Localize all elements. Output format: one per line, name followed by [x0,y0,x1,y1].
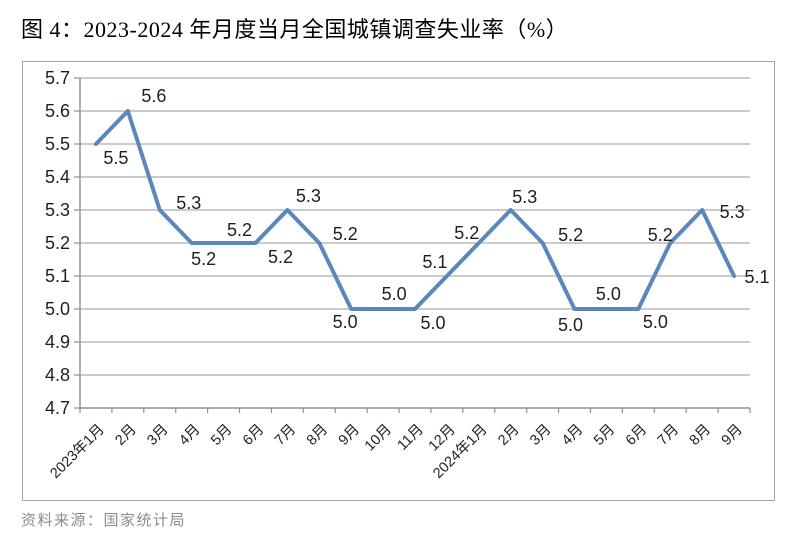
data-label: 5.1 [422,252,447,272]
x-axis-label: 5月 [591,422,618,449]
x-axis-label: 7月 [272,422,299,449]
data-label: 5.1 [745,267,770,287]
data-label: 5.0 [382,284,407,304]
y-axis-tick-label: 5.1 [45,266,70,286]
source-note: 资料来源：国家统计局 [21,513,187,529]
y-axis-tick-label: 4.8 [45,365,70,385]
unemployment-line-chart: 5.7 5.6 5.5 5.4 5.3 5.2 5.1 5.0 4.9 4.8 4.7 2023年1月… [45,68,770,482]
data-label: 5.3 [296,186,321,206]
x-axis-label: 2月 [495,422,522,449]
x-axis-label: 5月 [208,422,235,449]
data-label: 5.2 [454,223,479,243]
data-label: 5.2 [227,220,252,240]
data-label: 5.0 [643,312,668,332]
y-axis-tick-label: 5.0 [45,299,70,319]
x-axis-label: 9月 [336,422,363,449]
x-axis-label: 6月 [240,422,267,449]
x-axis-label: 4月 [176,422,203,449]
y-axis-tick-label: 4.7 [45,398,70,418]
data-label: 5.2 [191,249,216,269]
y-axis-tick-label: 5.6 [45,101,70,121]
x-axis-label: 6月 [623,422,650,449]
y-axis-tick-label: 4.9 [45,332,70,352]
data-label: 5.0 [596,284,621,304]
y-axis-tick-label: 5.3 [45,200,70,220]
data-label: 5.2 [558,225,583,245]
x-axis-label: 3月 [527,422,554,449]
x-axis-label: 8月 [304,422,331,449]
y-axis-tick-label: 5.4 [45,167,70,187]
data-label: 5.0 [558,315,583,335]
y-axis-tick-label: 5.7 [45,68,70,88]
x-axis-label: 4月 [559,422,586,449]
chart-title: 图 4：2023-2024 年月度当月全国城镇调查失业率（%） [21,17,569,42]
data-label: 5.0 [333,312,358,332]
y-axis-tick-label: 5.5 [45,134,70,154]
x-axis-label: 11月 [395,422,427,454]
chart-frame: 5.7 5.6 5.5 5.4 5.3 5.2 5.1 5.0 4.9 4.8 4.7 2023年1月… [22,61,775,501]
data-label: 5.3 [512,187,537,207]
data-label: 5.6 [141,86,166,106]
data-label: 5.0 [420,313,445,333]
x-axis-label: 3月 [144,422,171,449]
x-axis-label: 10月 [362,422,395,455]
x-axis-label: 2月 [112,422,139,449]
series-line [93,109,737,311]
y-axis-tick-label: 5.2 [45,233,70,253]
data-label: 5.5 [103,148,128,168]
x-axis-label: 7月 [655,422,682,449]
data-label: 5.2 [648,225,673,245]
data-label: 5.2 [268,247,293,267]
data-label: 5.3 [720,202,745,222]
data-label: 5.3 [176,193,201,213]
data-label: 5.2 [333,224,358,244]
x-axis-label: 8月 [687,422,714,449]
x-axis-label: 9月 [719,422,746,449]
x-axis-label: 2023年1月 [47,421,108,482]
